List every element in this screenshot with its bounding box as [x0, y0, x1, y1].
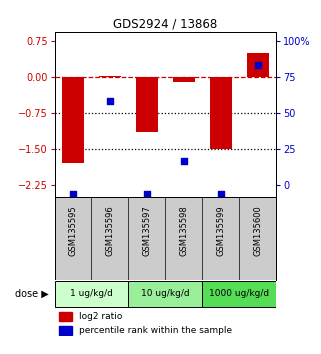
- Text: GSM135595: GSM135595: [68, 205, 78, 256]
- Text: GSM135599: GSM135599: [216, 205, 225, 256]
- Text: percentile rank within the sample: percentile rank within the sample: [79, 326, 232, 335]
- Point: [218, 191, 223, 196]
- Bar: [173, 77, 195, 82]
- Bar: [136, 77, 158, 132]
- Bar: [59, 326, 72, 335]
- Text: 1 ug/kg/d: 1 ug/kg/d: [70, 289, 113, 298]
- Text: 10 ug/kg/d: 10 ug/kg/d: [141, 289, 190, 298]
- Text: GSM135600: GSM135600: [253, 205, 262, 256]
- Point: [71, 191, 76, 196]
- Title: GDS2924 / 13868: GDS2924 / 13868: [113, 18, 217, 31]
- Text: GSM135598: GSM135598: [179, 205, 188, 256]
- Text: log2 ratio: log2 ratio: [79, 312, 122, 321]
- Bar: [247, 53, 269, 77]
- Bar: [128, 281, 202, 307]
- Point: [181, 158, 186, 164]
- Bar: [55, 281, 128, 307]
- Text: 1000 ug/kg/d: 1000 ug/kg/d: [209, 289, 269, 298]
- Text: dose ▶: dose ▶: [15, 289, 49, 299]
- Text: GSM135596: GSM135596: [105, 205, 115, 256]
- Bar: [210, 77, 232, 149]
- Bar: [59, 312, 72, 321]
- Point: [255, 62, 260, 68]
- Bar: [62, 77, 84, 162]
- Bar: [202, 281, 276, 307]
- Point: [107, 98, 112, 104]
- Point: [144, 191, 150, 196]
- Text: GSM135597: GSM135597: [142, 205, 152, 256]
- Bar: [99, 76, 121, 77]
